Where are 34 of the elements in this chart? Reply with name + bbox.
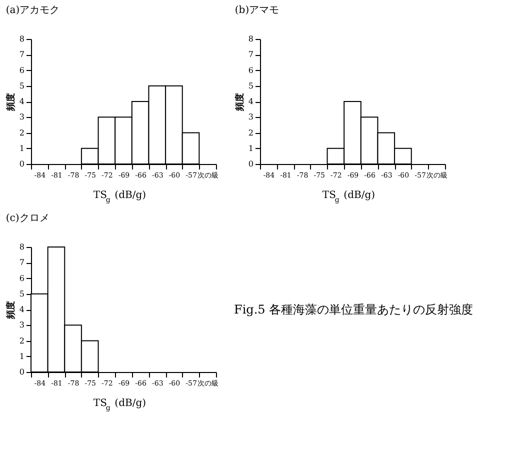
y-axis-title: 頻度 — [5, 301, 16, 320]
y-tick-label: 5 — [19, 289, 24, 298]
y-tick-label: 4 — [19, 305, 24, 314]
y-tick-label: 5 — [248, 81, 254, 90]
y-tick-label: 0 — [19, 160, 24, 168]
y-axis-title: 頻度 — [5, 93, 16, 112]
y-tick-label: 7 — [19, 50, 24, 60]
y-tick-label: 3 — [19, 112, 24, 122]
y-tick-label: 0 — [248, 160, 254, 168]
caption: Fig.5 各種海藻の単位重量あたりの反射強度 — [234, 302, 474, 316]
y-tick-label: 1 — [19, 352, 24, 361]
y-tick-label: 6 — [19, 274, 24, 283]
y-tick-label: 1 — [19, 144, 24, 153]
y-tick-label: 7 — [248, 50, 254, 60]
y-tick-label: 1 — [248, 144, 254, 153]
y-tick-label: 8 — [19, 34, 24, 44]
y-tick-label: 4 — [248, 97, 254, 106]
y-tick-label: 3 — [248, 112, 254, 122]
y-tick-label: 3 — [19, 320, 24, 330]
y-tick-label: 4 — [19, 97, 24, 106]
y-tick-label: 2 — [248, 128, 254, 138]
y-tick-label: 8 — [248, 34, 254, 44]
y-tick-label: 7 — [19, 258, 24, 268]
chart-title: (a)アカモク — [6, 5, 60, 16]
y-tick-label: 2 — [19, 128, 24, 138]
y-axis-title: 頻度 — [234, 93, 246, 112]
y-tick-label: 0 — [19, 368, 24, 376]
chart-title: (b)アマモ — [234, 5, 280, 16]
y-tick-label: 5 — [19, 81, 24, 90]
y-tick-label: 6 — [19, 66, 24, 75]
y-tick-label: 2 — [19, 336, 24, 346]
y-tick-label: 6 — [248, 66, 254, 75]
y-tick-label: 8 — [19, 242, 24, 252]
chart-title: (c)クロメ — [6, 213, 50, 224]
